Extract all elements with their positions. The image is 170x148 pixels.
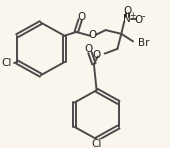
- Text: O: O: [89, 30, 97, 40]
- Text: +: +: [129, 11, 135, 20]
- Text: O: O: [77, 12, 85, 22]
- Text: Cl: Cl: [2, 58, 12, 68]
- Text: N: N: [123, 14, 131, 24]
- Text: -: -: [141, 11, 145, 21]
- Text: O: O: [92, 50, 101, 59]
- Text: O: O: [85, 44, 93, 54]
- Text: Cl: Cl: [91, 139, 102, 148]
- Text: Br: Br: [138, 38, 149, 48]
- Text: O: O: [135, 15, 143, 25]
- Text: O: O: [123, 6, 131, 16]
